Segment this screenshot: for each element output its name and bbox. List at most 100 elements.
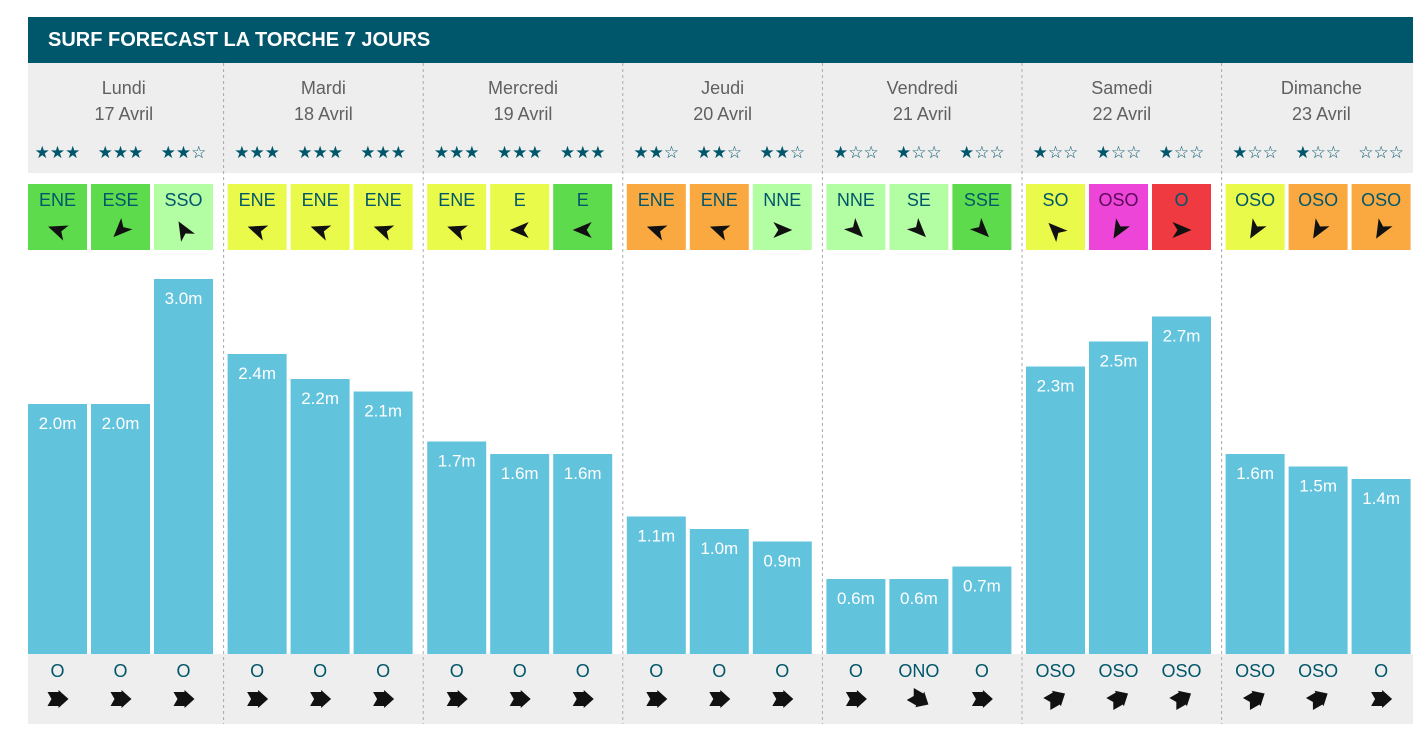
swell-arrow-icon: [906, 687, 929, 708]
wind-arrow-icon: [178, 221, 195, 242]
wind-box: [1225, 184, 1285, 250]
wind-direction: SSE: [964, 190, 1000, 210]
wind-direction: E: [514, 190, 526, 210]
swell-arrow-icon: [572, 690, 594, 708]
wind-direction: ESE: [102, 190, 138, 210]
wind-box: [353, 184, 413, 250]
star-rating: ★★★: [360, 143, 406, 162]
wave-bar: [290, 379, 350, 654]
wave-height-label: 2.2m: [301, 389, 339, 408]
swell-arrow-icon: [110, 690, 132, 708]
day-date: 19 Avril: [494, 104, 553, 124]
swell-direction: O: [1374, 661, 1388, 681]
day-date: 18 Avril: [294, 104, 353, 124]
wave-bar: [1225, 454, 1285, 654]
wind-arrow-icon: [906, 217, 926, 238]
swell-direction: O: [113, 661, 127, 681]
star-rating: ★★★: [497, 143, 543, 162]
footer-panel: [28, 654, 1413, 724]
wave-height-label: 1.4m: [1362, 489, 1400, 508]
wave-bar: [689, 529, 749, 654]
day-date: 20 Avril: [693, 104, 752, 124]
wind-box: [1152, 184, 1211, 250]
wave-height-label: 0.7m: [963, 577, 1001, 596]
wind-direction: OSO: [1361, 190, 1401, 210]
swell-direction: O: [712, 661, 726, 681]
swell-arrow-icon: [1305, 690, 1328, 711]
wave-height-label: 0.6m: [900, 589, 938, 608]
swell-direction: O: [649, 661, 663, 681]
swell-direction: ONO: [898, 661, 939, 681]
swell-direction: OSO: [1035, 661, 1075, 681]
wind-direction: ENE: [438, 190, 475, 210]
wave-height-label: 1.0m: [700, 539, 738, 558]
swell-arrow-icon: [1242, 690, 1265, 711]
star-rating: ★★★: [434, 143, 480, 162]
swell-arrow-icon: [971, 690, 993, 708]
star-rating: ★☆☆: [1096, 143, 1142, 162]
wind-box: [952, 184, 1012, 250]
wind-direction: OSO: [1098, 190, 1138, 210]
wind-arrow-icon: [48, 225, 69, 241]
swell-arrow-icon: [646, 690, 668, 708]
star-rating: ★☆☆: [1159, 143, 1205, 162]
wave-height-label: 2.0m: [39, 414, 77, 433]
day-date: 23 Avril: [1292, 104, 1351, 124]
swell-arrow-icon: [310, 690, 332, 708]
day-name: Mardi: [301, 78, 346, 98]
swell-direction: O: [576, 661, 590, 681]
swell-arrow-icon: [1371, 690, 1393, 708]
star-rating: ★★★: [297, 143, 343, 162]
swell-arrow-icon: [247, 690, 269, 708]
wind-direction: O: [1174, 190, 1188, 210]
wave-height-label: 0.6m: [837, 589, 875, 608]
wind-direction: OSO: [1298, 190, 1338, 210]
wind-direction: NNE: [837, 190, 875, 210]
chart-title: SURF FORECAST LA TORCHE 7 JOURS: [28, 17, 1413, 63]
wave-bar: [1288, 466, 1348, 654]
wind-box: [227, 184, 287, 250]
wind-arrow-icon: [1313, 218, 1330, 239]
swell-arrow-icon: [709, 690, 731, 708]
star-rating: ★★☆: [696, 143, 742, 162]
wave-bar: [626, 516, 686, 654]
wind-box: [1351, 184, 1411, 250]
swell-direction: O: [513, 661, 527, 681]
wind-arrow-icon: [447, 225, 468, 241]
wave-height-label: 1.6m: [501, 464, 539, 483]
star-rating: ★★☆: [759, 143, 805, 162]
day-name: Mercredi: [488, 78, 558, 98]
day-name: Vendredi: [887, 78, 958, 98]
swell-arrow-icon: [772, 690, 794, 708]
wave-bar: [353, 391, 413, 654]
star-rating: ☆☆☆: [1358, 143, 1404, 162]
wave-bar: [952, 566, 1012, 654]
star-rating: ★☆☆: [896, 143, 942, 162]
day-name: Jeudi: [701, 78, 744, 98]
swell-arrow-icon: [1169, 690, 1192, 711]
day-name: Lundi: [102, 78, 146, 98]
header-panel: [28, 63, 1413, 173]
swell-arrow-icon: [509, 690, 531, 708]
wave-bar: [91, 404, 150, 654]
wind-box: [826, 184, 886, 250]
wind-direction: ENE: [701, 190, 738, 210]
wind-arrow-icon: [843, 217, 863, 238]
wind-box: [154, 184, 213, 250]
wave-bar: [1351, 479, 1411, 654]
wave-height-label: 1.5m: [1299, 477, 1337, 496]
swell-direction: O: [775, 661, 789, 681]
wave-height-label: 2.1m: [364, 402, 402, 421]
wind-box: [689, 184, 749, 250]
wave-bar: [490, 454, 550, 654]
wave-height-label: 0.9m: [763, 552, 801, 571]
swell-arrow-icon: [47, 690, 69, 708]
wind-box: [626, 184, 686, 250]
wind-direction: NNE: [763, 190, 801, 210]
wave-height-label: 1.1m: [637, 527, 675, 546]
wave-height-label: 1.7m: [438, 452, 476, 471]
wind-box: [1288, 184, 1348, 250]
wave-bar: [1152, 316, 1211, 654]
swell-direction: O: [250, 661, 264, 681]
